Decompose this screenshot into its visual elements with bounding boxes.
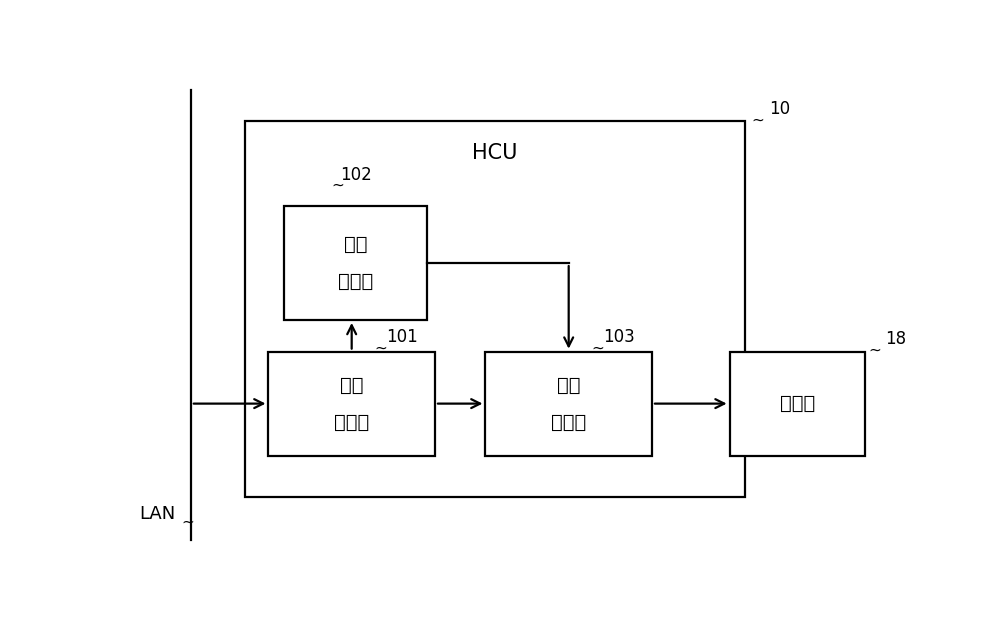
- Text: 获取部: 获取部: [334, 413, 369, 431]
- Text: ~: ~: [752, 113, 765, 128]
- Text: 101: 101: [386, 328, 418, 346]
- Text: 状况: 状况: [344, 235, 367, 254]
- Text: 102: 102: [340, 166, 371, 184]
- Text: HCU: HCU: [472, 143, 518, 163]
- Text: ~: ~: [868, 343, 881, 358]
- Bar: [730, 352, 865, 455]
- Bar: [245, 121, 745, 497]
- Text: 信息: 信息: [340, 376, 363, 395]
- Text: ~: ~: [181, 515, 194, 530]
- Text: 18: 18: [886, 330, 907, 348]
- Bar: [284, 206, 427, 320]
- Text: 确定部: 确定部: [338, 272, 373, 291]
- Text: ~: ~: [331, 178, 344, 193]
- Text: 显示器: 显示器: [780, 394, 815, 413]
- Text: 显示: 显示: [557, 376, 580, 395]
- Bar: [268, 352, 435, 455]
- Text: ~: ~: [591, 340, 604, 355]
- Text: 控制部: 控制部: [551, 413, 586, 431]
- Text: 10: 10: [769, 101, 790, 118]
- Bar: [485, 352, 652, 455]
- Text: 103: 103: [603, 328, 635, 346]
- Text: ~: ~: [374, 340, 387, 355]
- Text: LAN: LAN: [139, 505, 175, 523]
